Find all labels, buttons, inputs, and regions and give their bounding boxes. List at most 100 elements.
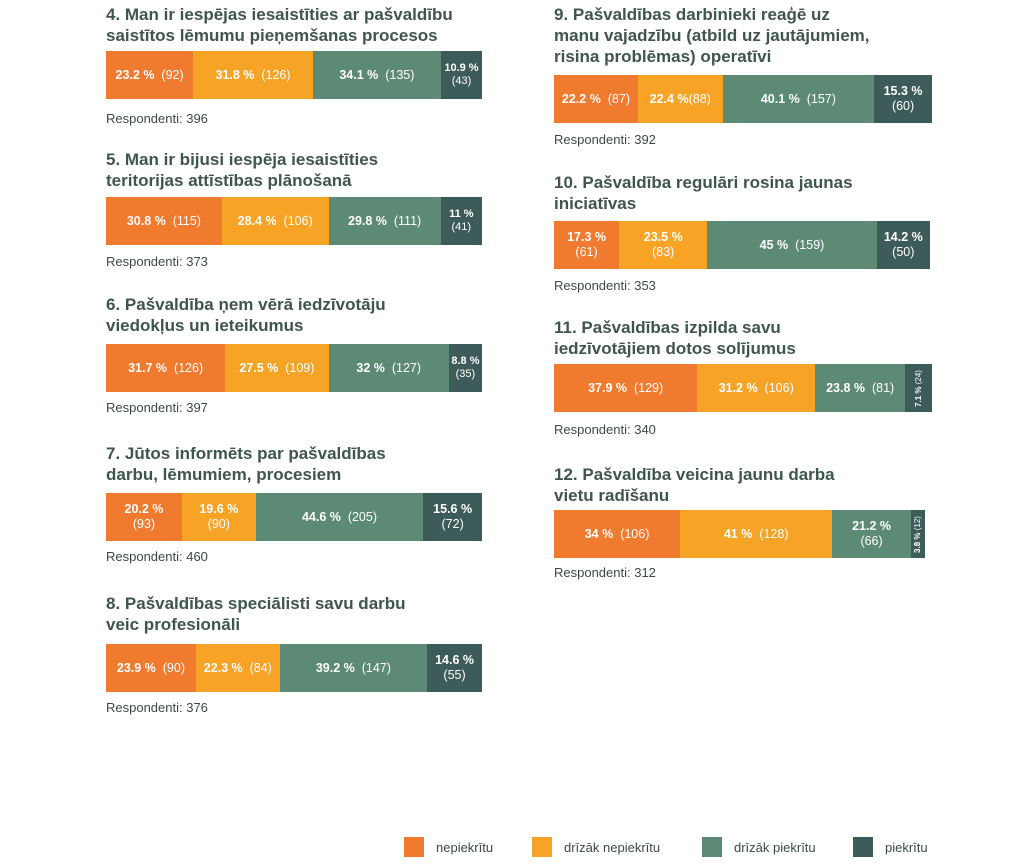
respondents-count: Respondenti: 373 [106,254,208,269]
segment-label: 28.4 % (106) [238,214,313,229]
bar-segment-drizak-nepiekritu: 31.8 % (126) [193,51,313,99]
segment-count: (41) [451,221,472,233]
segment-count: (84) [249,660,272,675]
segment-percent: 14.6 % [435,653,474,667]
segment-percent: 31.8 % [215,67,255,82]
question-title: 9. Pašvaldības darbinieki reaģē uz manu … [554,5,870,66]
segment-count: (127) [391,360,422,375]
segment-count: (115) [172,213,201,228]
segment-label: 39.2 % (147) [316,661,391,676]
stacked-bar: 23.9 % (90) 22.3 % (84) 39.2 % (147) 14.6 %… [106,644,482,692]
segment-percent: 23.2 % [115,67,155,82]
segment-count: (147) [361,660,391,675]
segment-count: (81) [871,380,895,395]
bar-segment-piekritu: 15.3 % (60) [874,75,932,123]
segment-label: 22.4 %(88) [650,92,711,107]
stacked-bar: 30.8 % (115) 28.4 % (106) 29.8 % (111) 11 %… [106,197,482,245]
question-title: 5. Man ir bijusi iespēja iesaistīties te… [106,150,379,190]
legend-swatch-nepiekritu [404,837,424,857]
bar-segment-piekritu: 14.2 % (50) [876,221,930,269]
segment-percent: 41 % [723,526,753,541]
segment-percent: 21.2 % [852,519,892,533]
legend-swatch-piekritu [853,837,873,857]
bar-segment-drizak-piekritu: 34.1 % (135) [312,51,441,99]
segment-label: 22.2 % (87) [562,92,630,107]
segment-label: 23.2 % (92) [116,68,184,83]
segment-count: (61) [575,245,598,259]
bar-segment-drizak-piekritu: 45 % (159) [707,221,877,269]
segment-label: 29.8 % (111) [348,214,421,229]
question-block-q8: 8. Pašvaldības speciālisti savu darbu ve… [106,593,482,715]
segment-label: 34 % (106) [585,527,650,542]
segment-label: 19.6 % (90) [199,502,238,532]
legend-item-nepiekritu: nepiekrītu [404,837,493,857]
respondents-count: Respondenti: 312 [554,565,656,580]
segment-count: (90) [162,660,185,675]
segment-count: (126) [173,360,204,375]
segment-label: 34.1 % (135) [339,68,414,83]
segment-label: 7.1 % (24) [914,370,923,407]
segment-count: (106) [283,213,313,228]
bar-segment-nepiekritu: 37.9 % (129) [554,364,698,412]
bar-segment-piekritu: 15.6 % (72) [423,493,482,541]
segment-label: 14.2 % (50) [884,230,923,260]
stacked-bar: 34 % (106) 41 % (128) 21.2 % (66) 3.8 % (12) [554,510,925,558]
legend-label-piekritu: piekrītu [885,839,928,855]
question-title: 7. Jūtos informēts par pašvaldības darbu… [106,444,386,484]
bar-segment-piekritu: 3.8 % (12) [910,510,925,558]
bar-segment-nepiekritu: 34 % (106) [554,510,681,558]
legend-swatch-drizak-nepiekritu [532,837,552,857]
bar-segment-drizak-piekritu: 40.1 % (157) [722,75,875,123]
question-block-q12: 12. Pašvaldība veicina jaunu darba vietu… [554,464,925,580]
segment-percent: 27.5 % [239,360,279,375]
segment-label: 23.5 % (83) [644,230,683,260]
segment-count: (126) [261,67,291,82]
question-title: 11. Pašvaldības izpilda savu iedzīvotāji… [554,318,796,358]
respondents-count: Respondenti: 392 [554,132,656,147]
legend-label-drizak-nepiekritu: drīzāk nepiekrītu [564,839,661,855]
bar-segment-nepiekritu: 22.2 % (87) [554,75,638,123]
bar-segment-nepiekritu: 31.7 % (126) [106,344,226,392]
bar-segment-drizak-nepiekritu: 23.5 % (83) [619,221,708,269]
segment-count: (60) [891,99,915,113]
bar-segment-drizak-piekritu: 29.8 % (111) [328,197,441,245]
question-block-q4: 4. Man ir iespējas iesaistīties ar pašva… [106,4,482,126]
segment-percent: 31.7 % [128,360,167,375]
question-title: 12. Pašvaldība veicina jaunu darba vietu… [554,465,835,505]
legend: nepiekrītu drīzāk nepiekrītu drīzāk piek… [0,837,1024,857]
segment-percent: 30.8 % [126,213,166,228]
segment-count: (55) [443,668,466,682]
bar-segment-nepiekritu: 23.2 % (92) [106,51,194,99]
bar-segment-drizak-nepiekritu: 19.6 % (90) [181,493,256,541]
bar-segment-drizak-piekritu: 23.8 % (81) [815,364,906,412]
segment-label: 22.3 % (84) [204,661,272,676]
segment-percent: 40.1 % [760,91,800,106]
segment-count: (135) [385,67,415,82]
bar-segment-drizak-piekritu: 44.6 % (205) [255,493,424,541]
segment-percent: 31.2 % [718,380,758,395]
segment-percent: 22.4 % [649,91,689,106]
segment-percent: 23.8 % [826,380,866,395]
segment-percent: 23.9 % [116,660,156,675]
stacked-bar: 20.2 % (93) 19.6 % (90) 44.6 % (205) 15.6 % (7… [106,493,482,541]
segment-count: (35) [455,368,476,380]
segment-label: 15.6 % (72) [433,502,472,532]
legend-label-drizak-piekritu: drīzāk piekrītu [734,839,816,855]
bar-segment-piekritu: 8.8 % (35) [448,344,482,392]
segment-percent: 15.6 % [433,502,473,516]
stacked-bar: 31.7 % (126) 27.5 % (109) 32 % (127) 8.8 %(… [106,344,482,392]
bar-segment-piekritu: 14.6 % (55) [427,644,482,692]
segment-count: (83) [652,245,675,259]
segment-label: 30.8 % (115) [127,214,201,229]
segment-count: (111) [393,213,422,228]
segment-count: (43) [451,75,472,87]
segment-label: 3.8 % (12) [913,516,922,553]
segment-label: 41 % (128) [724,527,789,542]
segment-count: (106) [764,380,794,395]
question-title: 8. Pašvaldības speciālisti savu darbu ve… [106,594,406,634]
segment-percent: 14.2 % [883,230,923,244]
segment-count: (157) [806,91,836,106]
segment-count: (12) [913,515,923,530]
question-block-q6: 6. Pašvaldība ņem vērā iedzīvotāju viedo… [106,294,482,415]
stacked-bar: 37.9 % (129) 31.2 % (106) 23.8 % (81) 7.1 %… [554,364,932,412]
